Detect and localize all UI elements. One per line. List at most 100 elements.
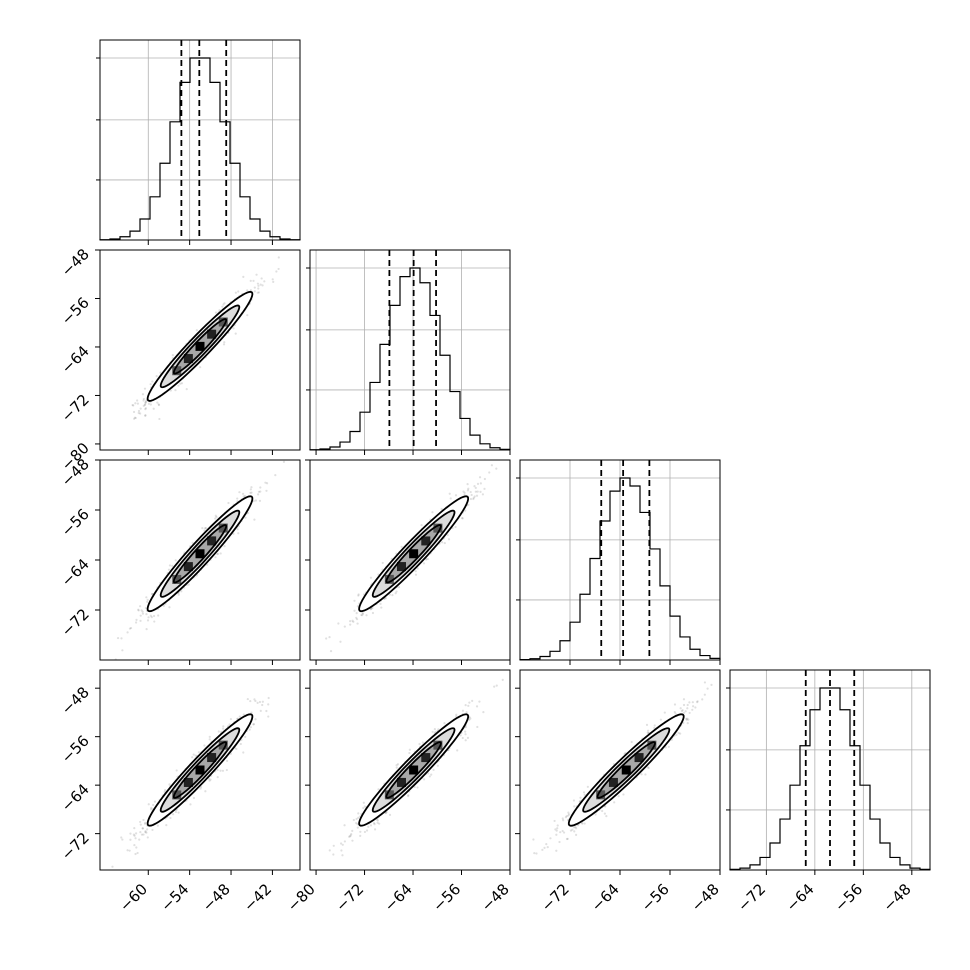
sample-point xyxy=(216,553,219,556)
sample-point xyxy=(691,708,694,711)
sample-point xyxy=(353,609,356,612)
sample-point xyxy=(686,703,689,707)
sample-point xyxy=(192,796,196,800)
contour-line-middle xyxy=(159,727,241,813)
sample-point xyxy=(674,712,677,715)
sample-point xyxy=(171,564,174,568)
density-bin xyxy=(183,562,193,572)
sample-point xyxy=(229,717,233,721)
sample-point xyxy=(263,280,266,283)
sample-point xyxy=(146,836,149,839)
sample-point xyxy=(132,404,135,407)
sample-point xyxy=(365,614,368,617)
sample-point xyxy=(549,837,552,840)
sample-point xyxy=(111,865,114,868)
sample-point xyxy=(134,852,137,856)
sample-point xyxy=(179,382,182,385)
sample-point xyxy=(153,800,157,803)
sample-point xyxy=(369,576,373,579)
sample-point xyxy=(441,541,444,544)
sample-point xyxy=(140,609,143,612)
histogram-step-line xyxy=(729,687,931,871)
sample-point xyxy=(455,713,458,716)
sample-point xyxy=(430,773,433,776)
density-bin xyxy=(421,753,431,763)
sample-point xyxy=(204,790,207,793)
sample-point xyxy=(214,514,217,517)
sample-point xyxy=(314,877,316,879)
sample-point xyxy=(447,538,451,541)
sample-point xyxy=(168,606,171,609)
sample-point xyxy=(133,827,136,830)
density-bin xyxy=(183,354,193,364)
sample-point xyxy=(340,849,343,852)
sample-point xyxy=(472,497,475,501)
sample-point xyxy=(142,397,145,401)
sample-point xyxy=(562,819,565,822)
sample-point xyxy=(428,775,431,778)
sample-point xyxy=(252,279,255,282)
sample-point xyxy=(135,618,138,621)
sample-point xyxy=(174,559,177,562)
sample-point xyxy=(214,311,218,314)
sample-point xyxy=(339,842,343,845)
sample-point xyxy=(252,723,255,726)
sample-point xyxy=(216,552,220,555)
sample-point xyxy=(169,816,172,820)
sample-point xyxy=(209,778,212,781)
sample-point xyxy=(208,779,211,782)
sample-point xyxy=(144,403,147,406)
sample-point xyxy=(373,823,376,826)
sample-point xyxy=(259,490,262,493)
scatter-panel-0-2 xyxy=(99,459,301,661)
sample-point xyxy=(261,284,264,287)
contour-line-outer xyxy=(358,495,470,613)
histogram-step-line xyxy=(519,477,721,661)
sample-point xyxy=(468,701,471,704)
sample-point xyxy=(349,835,352,838)
sample-point xyxy=(357,812,360,815)
sample-point xyxy=(163,789,167,792)
sample-point xyxy=(329,650,333,653)
sample-point xyxy=(145,613,148,616)
sample-point xyxy=(242,275,245,278)
sample-point xyxy=(246,314,249,317)
panel-content xyxy=(325,464,498,653)
sample-point xyxy=(237,290,240,293)
sample-point xyxy=(116,636,120,640)
sample-point xyxy=(365,829,369,832)
sample-point xyxy=(174,388,177,392)
sample-point xyxy=(464,733,467,736)
sample-point xyxy=(221,305,224,308)
sample-point xyxy=(473,485,476,488)
sample-point xyxy=(144,414,147,417)
sample-point xyxy=(134,416,137,420)
sample-point xyxy=(397,586,401,589)
sample-point xyxy=(144,401,147,404)
sample-point xyxy=(234,332,237,335)
sample-point xyxy=(463,491,466,494)
sample-point xyxy=(243,494,246,497)
sample-point xyxy=(249,726,252,729)
sample-point xyxy=(493,685,496,688)
sample-point xyxy=(253,518,256,521)
sample-point xyxy=(388,593,391,596)
sample-point xyxy=(377,788,380,791)
sample-point xyxy=(93,447,95,449)
sample-point xyxy=(369,824,373,827)
sample-point xyxy=(141,393,145,396)
sample-point xyxy=(367,825,370,828)
sample-point xyxy=(265,489,268,492)
density-bin xyxy=(218,740,228,750)
sample-point xyxy=(191,541,194,544)
panel-content xyxy=(314,678,504,879)
sample-point xyxy=(150,592,154,596)
histogram-panel-1 xyxy=(306,249,511,451)
sample-point xyxy=(128,849,131,852)
sample-point xyxy=(177,593,180,596)
sample-point xyxy=(274,473,277,477)
sample-point xyxy=(216,768,219,772)
sample-point xyxy=(376,821,379,824)
sample-point xyxy=(464,703,467,707)
sample-point xyxy=(140,833,144,836)
